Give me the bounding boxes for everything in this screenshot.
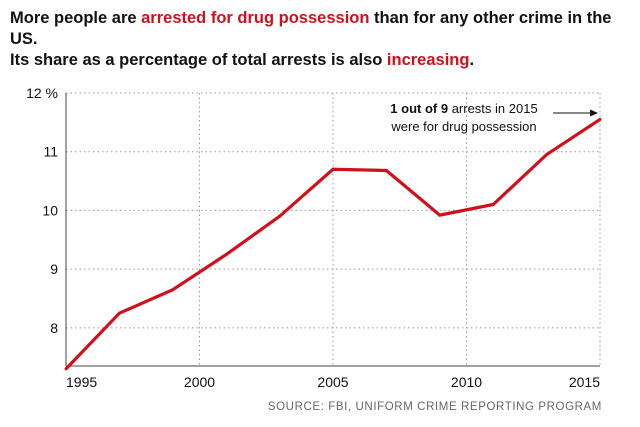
annotation-bold: 1 out of 9: [390, 101, 448, 116]
chart-grid: [66, 92, 601, 366]
title-line-2-start: Its share as a percentage of total arres…: [10, 51, 387, 69]
tick-labels: 8 9 10 11 12 % 1995 2000 2005 2010 2015: [26, 85, 600, 390]
data-point-2001: [224, 252, 228, 256]
x-tick-label-2005: 2005: [317, 374, 348, 390]
annotation-arrow-head: [590, 109, 598, 117]
data-point-2015: [598, 117, 602, 121]
title-line-2: Its share as a percentage of total arres…: [10, 50, 635, 71]
y-tick-label-10: 10: [42, 202, 58, 218]
annotation-line-1: 1 out of 9 arrests in 2015: [390, 101, 537, 116]
data-point-1997: [117, 311, 121, 315]
data-point-2009: [438, 213, 442, 217]
y-tick-label-12: 12 %: [26, 85, 58, 101]
data-point-1999: [171, 288, 175, 292]
chart-annotation: 1 out of 9 arrests in 2015 were for drug…: [390, 101, 598, 134]
data-point-2003: [278, 214, 282, 218]
title-line-1: More people are arrested for drug posses…: [10, 8, 635, 50]
x-tick-label-2000: 2000: [184, 374, 215, 390]
y-tick-label-8: 8: [50, 320, 58, 336]
chart-title: More people are arrested for drug posses…: [10, 8, 635, 71]
source-note: SOURCE: FBI, UNIFORM CRIME REPORTING PRO…: [267, 401, 602, 413]
title-line-1-end: than for any other crime in the US.: [10, 9, 612, 48]
chart-axes: [65, 93, 600, 367]
data-point-2011: [491, 203, 495, 207]
y-tick-label-9: 9: [50, 261, 58, 277]
x-tick-label-2010: 2010: [451, 374, 482, 390]
title-line-1-start: More people are: [10, 9, 142, 27]
x-tick-label-1995: 1995: [66, 374, 97, 390]
annotation-line-2: were for drug possession: [390, 119, 536, 134]
title-line-2-end: .: [469, 51, 475, 69]
y-tick-label-11: 11: [43, 144, 58, 160]
data-point-2013: [545, 153, 549, 157]
data-point-2005: [331, 167, 335, 171]
data-point-2007: [384, 168, 388, 172]
series-group: [64, 117, 602, 371]
title-highlight-arrested: arrested for drug possession: [141, 9, 370, 27]
annotation-rest: arrests in 2015: [448, 101, 538, 116]
title-highlight-increasing: increasing: [386, 51, 470, 69]
x-tick-label-2015: 2015: [569, 374, 600, 390]
data-point-1995: [64, 367, 68, 371]
